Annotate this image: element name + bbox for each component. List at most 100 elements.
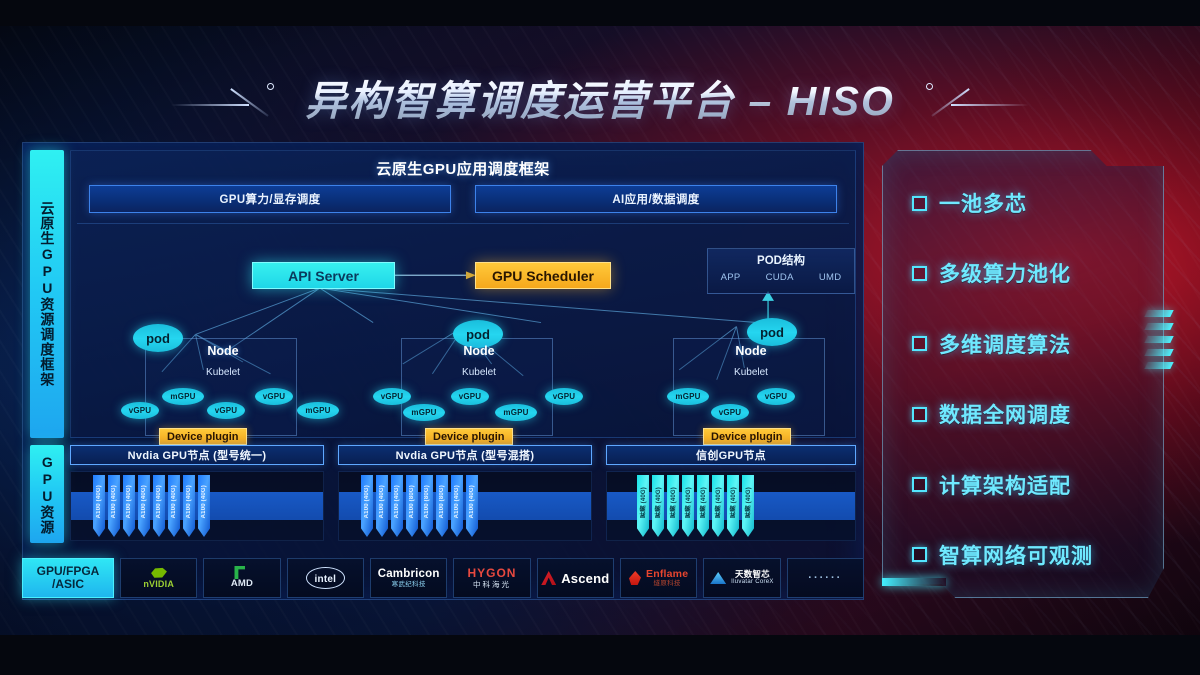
vgpu-badge[interactable]: vGPU (757, 388, 795, 405)
pod-badge[interactable]: pod (453, 320, 503, 348)
vendor-category-line1: GPU/FPGA (36, 563, 100, 578)
feature-label: 一池多芯 (939, 193, 1027, 216)
vgpu-badge[interactable]: vGPU (373, 388, 411, 405)
gpu-card[interactable]: A100 (40G) (376, 475, 388, 537)
gpu-card-list: 昇腾 (40G) 昇腾 (40G) 昇腾 (40G) 昇腾 (40G) 昇腾 (… (607, 475, 855, 539)
kubelet-label: Kubelet (206, 367, 240, 378)
gpu-card-label: A100 (40G) (96, 485, 102, 519)
gpu-card[interactable]: 昇腾 (40G) (727, 475, 739, 537)
vgpu-badge[interactable]: vGPU (545, 388, 583, 405)
gpu-card[interactable]: A100 (40G) (123, 475, 135, 537)
feature-item-4[interactable]: 数据全网调度 (912, 399, 1150, 429)
gpu-card-label: 昇腾 (40G) (715, 486, 722, 518)
feature-item-1[interactable]: 一池多芯 (912, 188, 1150, 218)
gpu-card[interactable]: 昇腾 (40G) (742, 475, 754, 537)
gpu-card[interactable]: 昇腾 (40G) (682, 475, 694, 537)
device-plugin-button[interactable]: Device plugin (159, 428, 247, 445)
gpu-column-2: Nvdia GPU节点 (型号混搭) A100 (40G) A100 (40G)… (338, 445, 592, 543)
feature-item-3[interactable]: 多维调度算法 (912, 329, 1150, 359)
gpu-card[interactable]: A100 (40G) (183, 475, 195, 537)
api-server-box[interactable]: API Server (252, 262, 395, 289)
mgpu-badge[interactable]: mGPU (297, 402, 339, 419)
vendor-subname: 寒武纪科技 (391, 580, 426, 588)
vendor-name: nVIDIA (143, 579, 175, 590)
vgpu-badge[interactable]: vGPU (207, 402, 245, 419)
kubelet-label: Kubelet (734, 367, 768, 378)
mgpu-badge[interactable]: mGPU (667, 388, 709, 405)
vendor-amd[interactable]: AMD (203, 558, 281, 598)
band-gpu-resource-label: GPU资源 (39, 453, 56, 535)
capability-bar-compute[interactable]: GPU算力/显存调度 (89, 185, 451, 213)
mgpu-badge[interactable]: mGPU (162, 388, 204, 405)
title-bar: 异构智算调度运营平台 – HISO (0, 66, 1200, 128)
vgpu-badge[interactable]: vGPU (255, 388, 293, 405)
feature-item-2[interactable]: 多级算力池化 (912, 258, 1150, 288)
vendor-iluvatar[interactable]: 天数智芯 Iluvatar CoreX (703, 558, 781, 598)
gpu-card[interactable]: A100 (40G) (198, 475, 210, 537)
gpu-card-label: 昇腾 (40G) (670, 486, 677, 518)
gpu-card[interactable]: A100 (40G) (451, 475, 463, 537)
device-plugin-button[interactable]: Device plugin (703, 428, 791, 445)
gpu-card-label: A100 (40G) (156, 485, 162, 519)
vendor-enflame[interactable]: Enflame 燧原科技 (619, 558, 698, 598)
node-title: Node (207, 344, 239, 358)
vendor-subname: Iluvatar CoreX (731, 579, 774, 586)
vendor-ascend[interactable]: Ascend (536, 558, 614, 598)
gpu-card-label: A100 (40G) (469, 485, 475, 519)
vendor-more[interactable]: ······ (786, 558, 864, 598)
mgpu-badge[interactable]: mGPU (495, 404, 537, 421)
title-decor-left-icon (171, 82, 291, 117)
gpu-card-label: 昇腾 (40G) (685, 486, 692, 518)
device-plugin-button[interactable]: Device plugin (425, 428, 513, 445)
scheduler-canvas: API Server GPU Scheduler POD结构 APP CUDA … (77, 223, 855, 445)
pod-badge[interactable]: pod (133, 324, 183, 352)
gpu-card-label: 昇腾 (40G) (700, 486, 707, 518)
vendor-intel[interactable]: intel (286, 558, 364, 598)
gpu-card[interactable]: 昇腾 (40G) (697, 475, 709, 537)
vendor-nvidia[interactable]: nVIDIA (120, 558, 198, 598)
gpu-card-label: 昇腾 (40G) (745, 486, 752, 518)
gpu-card[interactable]: A100 (40G) (361, 475, 373, 537)
gpu-rack: A100 (40G) A100 (40G) A100 (40G) A100 (4… (70, 471, 324, 541)
vendor-logo-row: GPU/FPGA /ASIC nVIDIA AMD intel Cambrico… (22, 558, 864, 598)
pod-struct-cuda: CUDA (765, 272, 794, 283)
vgpu-badge[interactable]: vGPU (121, 402, 159, 419)
gpu-card[interactable]: 昇腾 (40G) (652, 475, 664, 537)
vendor-name: intel (314, 574, 337, 585)
pod-badge[interactable]: pod (747, 318, 797, 346)
architecture-diagram: 云原生GPU资源调度框架 GPU资源 云原生GPU应用调度框架 GPU算力/显存… (22, 142, 864, 600)
feature-item-6[interactable]: 智算网络可观测 (912, 540, 1150, 570)
vgpu-badge[interactable]: vGPU (451, 388, 489, 405)
gpu-card-label: A100 (40G) (454, 485, 460, 519)
gpu-card[interactable]: A100 (40G) (108, 475, 120, 537)
node-title: Node (463, 344, 495, 358)
vendor-cambricon[interactable]: Cambricon 寒武纪科技 (369, 558, 448, 598)
mgpu-badge[interactable]: mGPU (403, 404, 445, 421)
gpu-card[interactable]: A100 (80G) (436, 475, 448, 537)
gpu-card[interactable]: 昇腾 (40G) (637, 475, 649, 537)
gpu-card[interactable]: A100 (40G) (466, 475, 478, 537)
gpu-card-label: A100 (40G) (171, 485, 177, 519)
feature-item-5[interactable]: 计算架构适配 (912, 470, 1150, 500)
cloud-native-header: 云原生GPU应用调度框架 (376, 160, 550, 178)
gpu-column-3: 信创GPU节点 昇腾 (40G) 昇腾 (40G) 昇腾 (40G) 昇腾 (4… (606, 445, 856, 543)
gpu-card-label: A100 (80G) (424, 485, 430, 519)
vendor-hygon[interactable]: HYGON 中科海光 (453, 558, 531, 598)
gpu-card[interactable]: A100 (80G) (406, 475, 418, 537)
gpu-card[interactable]: A100 (40G) (138, 475, 150, 537)
gpu-card[interactable]: A100 (80G) (421, 475, 433, 537)
gpu-card[interactable]: A100 (40G) (168, 475, 180, 537)
gpu-card[interactable]: A100 (40G) (153, 475, 165, 537)
gpu-card[interactable]: A100 (40G) (93, 475, 105, 537)
capability-bar-ai[interactable]: AI应用/数据调度 (475, 185, 837, 213)
gpu-rack: A100 (40G) A100 (40G) A100 (40G) A100 (8… (338, 471, 592, 541)
feature-label: 智算网络可观测 (939, 544, 1093, 568)
gpu-scheduler-box[interactable]: GPU Scheduler (475, 262, 611, 289)
ascend-logo-icon (541, 571, 557, 585)
gpu-card[interactable]: A100 (40G) (391, 475, 403, 537)
gpu-card[interactable]: 昇腾 (40G) (667, 475, 679, 537)
vgpu-badge[interactable]: vGPU (711, 404, 749, 421)
gpu-card[interactable]: 昇腾 (40G) (712, 475, 724, 537)
gpu-column-header: 信创GPU节点 (606, 445, 856, 465)
